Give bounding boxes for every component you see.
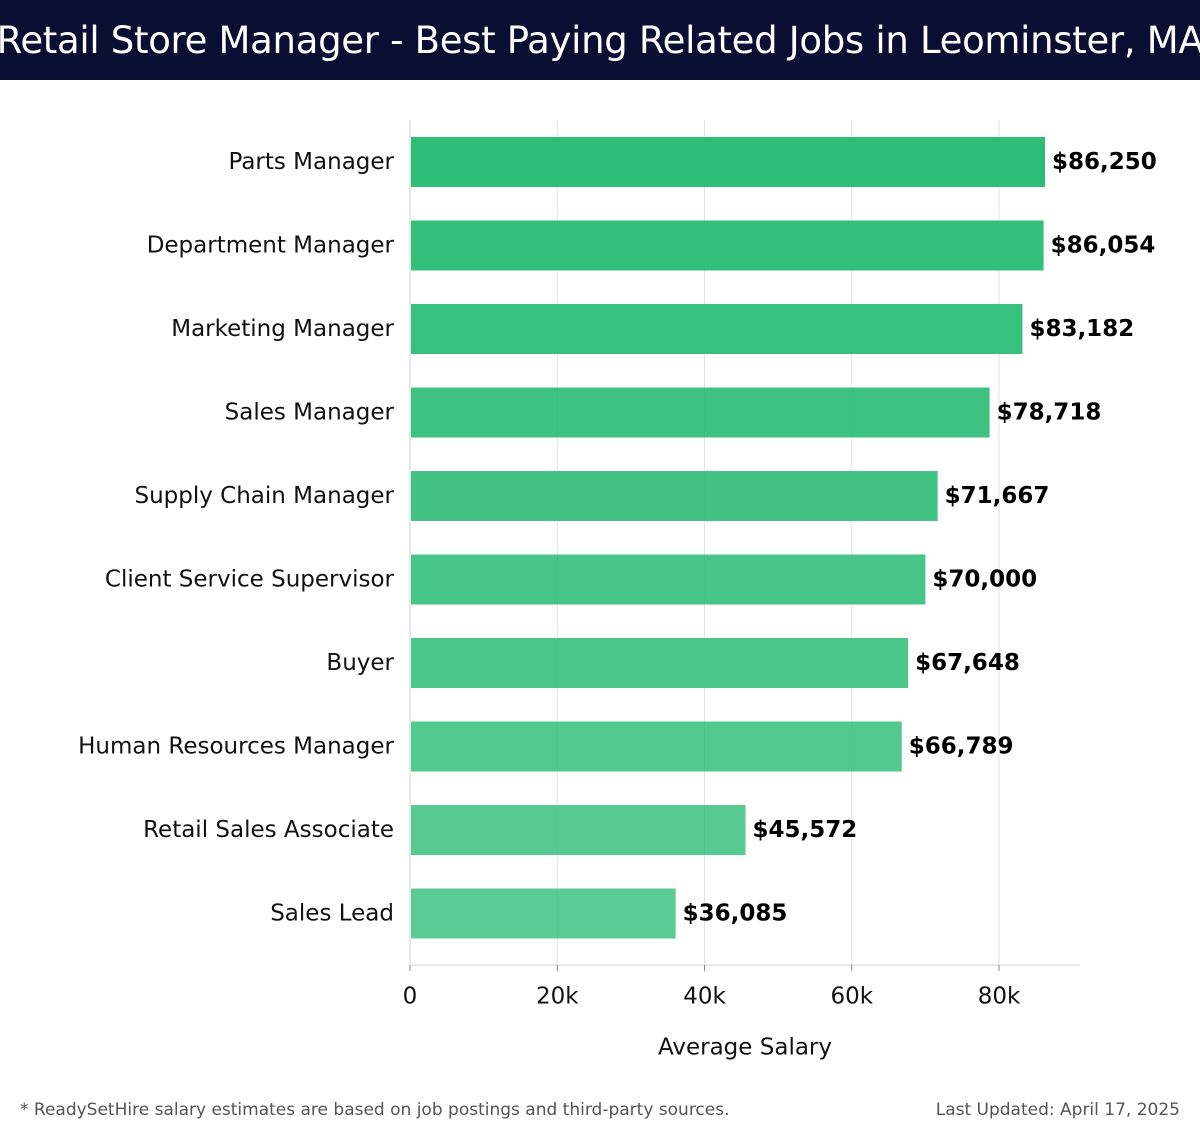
value-label: $70,000 <box>932 567 1037 593</box>
bar <box>411 471 938 521</box>
x-tick-label: 80k <box>978 984 1021 1010</box>
bar <box>411 805 746 855</box>
value-label: $45,572 <box>753 817 858 843</box>
category-label: Marketing Manager <box>171 316 394 342</box>
bar <box>411 888 676 939</box>
bar <box>411 721 902 772</box>
bar <box>411 387 990 438</box>
value-label: $78,718 <box>997 400 1102 426</box>
category-label: Sales Manager <box>225 400 395 426</box>
x-axis-label: Average Salary <box>658 1035 832 1061</box>
last-updated: Last Updated: April 17, 2025 <box>935 1100 1180 1120</box>
bar <box>411 137 1046 187</box>
value-label: $71,667 <box>945 483 1050 509</box>
value-label: $86,054 <box>1051 233 1156 259</box>
x-tick-label: 60k <box>830 984 873 1010</box>
category-label: Client Service Supervisor <box>105 567 395 593</box>
bar <box>411 304 1023 354</box>
category-label: Retail Sales Associate <box>143 817 394 843</box>
category-label: Parts Manager <box>228 149 394 175</box>
footnote: * ReadySetHire salary estimates are base… <box>20 1100 730 1120</box>
category-label: Sales Lead <box>270 901 394 927</box>
chart-title: Retail Store Manager - Best Paying Relat… <box>0 18 1200 62</box>
value-label: $67,648 <box>915 650 1020 676</box>
value-label: $66,789 <box>909 734 1014 760</box>
category-label: Buyer <box>326 650 394 676</box>
x-tick-label: 20k <box>536 984 579 1010</box>
bar <box>411 554 926 605</box>
value-label: $36,085 <box>683 901 788 927</box>
bar <box>411 638 909 688</box>
category-label: Human Resources Manager <box>78 734 394 760</box>
category-label: Department Manager <box>147 233 395 259</box>
value-label: $86,250 <box>1052 149 1157 175</box>
bar <box>411 220 1044 271</box>
x-tick-label: 0 <box>403 984 418 1010</box>
category-label: Supply Chain Manager <box>134 483 394 509</box>
value-label: $83,182 <box>1029 316 1134 342</box>
chart-header: Retail Store Manager - Best Paying Relat… <box>0 0 1200 80</box>
x-tick-label: 40k <box>683 984 726 1010</box>
